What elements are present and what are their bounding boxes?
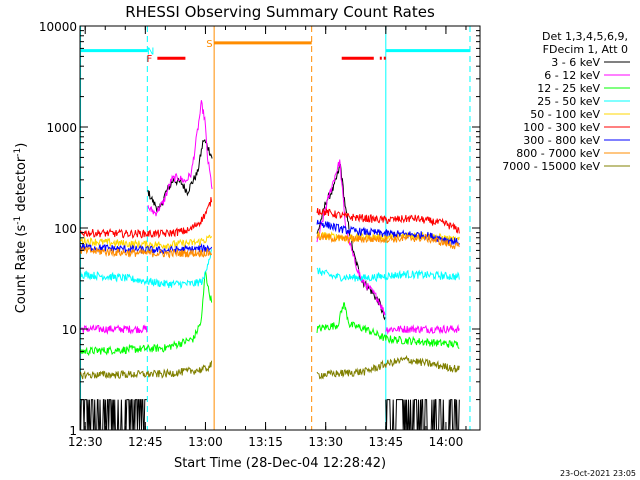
legend-label-1: 6 - 12 keV xyxy=(544,69,600,82)
x-tick-label-6: 14:00 xyxy=(429,435,464,449)
series-1-segment-3 xyxy=(385,324,460,335)
series-1-segment-0 xyxy=(80,324,148,335)
y-tick-label-0: 1 xyxy=(69,424,77,438)
series-3-segment-1 xyxy=(316,267,460,283)
legend: Det 1,3,4,5,6,9,FDecim 1, Att 03 - 6 keV… xyxy=(502,30,630,173)
series-5-segment-1 xyxy=(316,208,460,234)
x-axis-label: Start Time (28-Dec-04 12:28:42) xyxy=(174,456,386,471)
series-5-segment-0 xyxy=(80,197,213,239)
y-tick-label-2: 100 xyxy=(54,222,77,236)
legend-header-0: Det 1,3,4,5,6,9, xyxy=(542,30,628,43)
annotation-label-N: N xyxy=(147,47,154,58)
y-tick-label-3: 1000 xyxy=(46,121,77,135)
series-2-segment-0 xyxy=(80,271,213,357)
series-7-segment-1 xyxy=(316,232,460,250)
legend-label-3: 25 - 50 keV xyxy=(537,95,600,108)
series-8-segment-1 xyxy=(316,354,460,380)
y-axis-label-sup2: -1 xyxy=(13,148,23,157)
y-axis-label-end: ) xyxy=(14,143,29,148)
y-tick-label-1: 10 xyxy=(62,323,77,337)
series-0-segment-0 xyxy=(80,399,147,430)
annotation-label-S: S xyxy=(206,39,212,50)
y-axis-label-mid: detector xyxy=(14,156,29,216)
series-1-segment-2 xyxy=(316,159,386,316)
footer-timestamp: 23-Oct-2021 23:05 xyxy=(560,469,636,478)
legend-label-2: 12 - 25 keV xyxy=(537,82,600,95)
x-tick-label-3: 13:15 xyxy=(248,435,283,449)
legend-header-1: FDecim 1, Att 0 xyxy=(543,43,628,56)
x-tick-label-4: 13:30 xyxy=(308,435,343,449)
series-2-segment-1 xyxy=(316,302,460,349)
series-1-segment-1 xyxy=(147,100,213,217)
x-tick-label-1: 12:45 xyxy=(128,435,163,449)
plot-frame xyxy=(79,25,481,431)
x-tick-label-5: 13:45 xyxy=(369,435,404,449)
y-axis-label-sup1: -1 xyxy=(13,216,23,225)
legend-label-7: 800 - 7000 keV xyxy=(516,147,600,160)
legend-label-6: 300 - 800 keV xyxy=(523,134,600,147)
y-axis-label-main: Count Rate (s xyxy=(14,225,29,314)
y-axis-label: Count Rate (s-1 detector-1) xyxy=(13,143,29,314)
y-tick-label-4: 10000 xyxy=(39,20,77,34)
chart-title: RHESSI Observing Summary Count Rates xyxy=(125,3,435,21)
legend-label-5: 100 - 300 keV xyxy=(523,121,600,134)
series-8-segment-0 xyxy=(80,360,213,380)
legend-label-8: 7000 - 15000 keV xyxy=(502,160,600,173)
series-0-segment-3 xyxy=(385,399,460,430)
x-tick-label-2: 13:00 xyxy=(188,435,223,449)
axes: 12:30 12:45 13:00 13:15 13:30 13:45 14:00 1 10 10… xyxy=(39,20,480,449)
series-7-segment-0 xyxy=(80,245,213,259)
x-tick-label-0: 12:30 xyxy=(68,435,103,449)
plot-area: NF S xyxy=(80,26,471,430)
series-0-segment-2 xyxy=(316,163,386,321)
legend-label-4: 50 - 100 keV xyxy=(530,108,600,121)
series-0-segment-1 xyxy=(147,139,213,213)
annotation-label-F: F xyxy=(146,54,152,65)
series-4-segment-0 xyxy=(80,234,213,250)
legend-label-0: 3 - 6 keV xyxy=(551,56,600,69)
series-3-segment-0 xyxy=(80,249,213,290)
